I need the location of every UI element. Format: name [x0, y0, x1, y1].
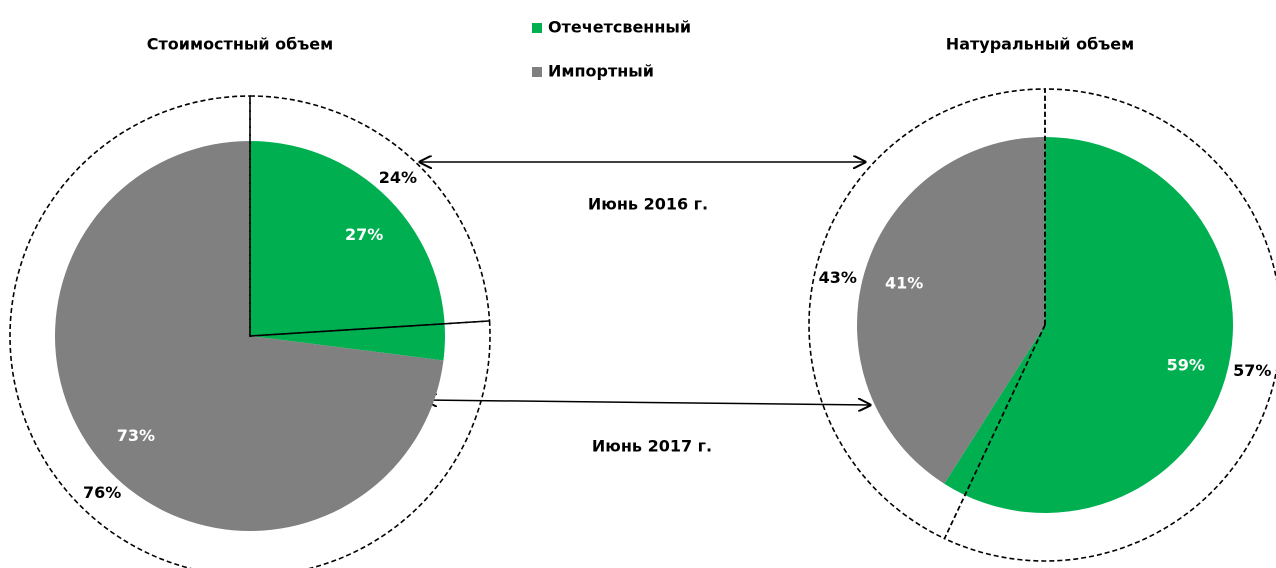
- value-label: 76%: [83, 483, 121, 502]
- pie-slice: [944, 137, 1234, 513]
- ring-sector: [808, 88, 1046, 540]
- ring-label: Июнь 2017 г.: [592, 437, 712, 456]
- legend-label: Импортный: [548, 62, 654, 81]
- ring-sector: [9, 95, 491, 568]
- pie-slice: [250, 141, 446, 361]
- legend-swatch: [532, 23, 542, 33]
- chart-title: Стоимостный объем: [147, 35, 333, 54]
- ring-sector: [943, 88, 1276, 562]
- value-label: 43%: [819, 268, 857, 287]
- value-label: 73%: [117, 426, 155, 445]
- legend-swatch: [532, 67, 542, 77]
- value-label: 27%: [345, 225, 383, 244]
- ring-sector: [249, 95, 491, 337]
- value-label: 57%: [1233, 361, 1271, 380]
- value-label: 59%: [1167, 355, 1205, 374]
- ring-label: Июнь 2016 г.: [588, 195, 708, 214]
- chart-title: Натуральный объем: [946, 35, 1134, 54]
- pie-slice: [857, 137, 1045, 484]
- legend-label: Отечетсвенный: [548, 18, 691, 37]
- arrow: [425, 400, 870, 405]
- value-label: 24%: [379, 168, 417, 187]
- value-label: 41%: [885, 274, 923, 293]
